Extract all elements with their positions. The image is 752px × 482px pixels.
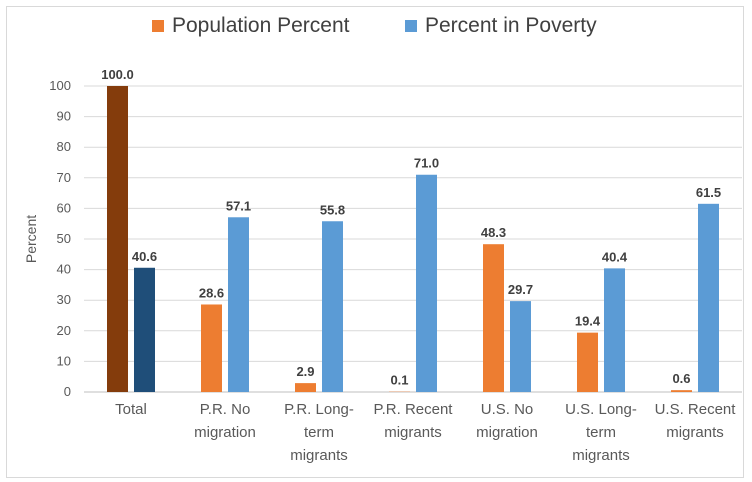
bar-percent-in-poverty [510, 301, 531, 392]
bar-percent-in-poverty [698, 203, 719, 392]
data-label-population-percent: 0.6 [672, 371, 690, 386]
data-label-percent-in-poverty: 40.4 [602, 249, 628, 264]
bar-population-percent [671, 390, 692, 392]
y-axis-title: Percent [23, 215, 39, 263]
bar-population-percent [295, 383, 316, 392]
bar-percent-in-poverty [134, 267, 155, 392]
data-label-percent-in-poverty: 71.0 [414, 156, 439, 171]
y-tick-label: 70 [57, 170, 71, 185]
legend-item-population-percent: Population Percent [152, 8, 349, 44]
data-label-population-percent: 0.1 [390, 373, 408, 388]
x-tick-label: Total [115, 401, 147, 418]
data-label-population-percent: 100.0 [101, 67, 134, 82]
y-tick-label: 0 [64, 384, 71, 399]
legend-item-percent-in-poverty: Percent in Poverty [405, 8, 597, 44]
y-tick-label: 20 [57, 323, 71, 338]
x-tick-label: P.R. Long-term migrants [284, 401, 354, 464]
y-tick-label: 90 [57, 109, 71, 124]
legend-label-population-percent: Population Percent [172, 14, 350, 37]
y-tick-label: 60 [57, 200, 71, 215]
bar-percent-in-poverty [416, 174, 437, 392]
y-tick-label: 80 [57, 139, 71, 154]
bar-percent-in-poverty [322, 221, 343, 392]
legend-label-percent-in-poverty: Percent in Poverty [425, 14, 597, 37]
x-tick-label: P.R. No migration [194, 401, 256, 441]
data-label-percent-in-poverty: 40.6 [132, 249, 157, 264]
y-tick-label: 30 [57, 292, 71, 307]
x-tick-label: U.S. Long-term migrants [565, 401, 637, 464]
x-tick-label: U.S. No migration [476, 401, 538, 441]
legend-swatch-percent-in-poverty [405, 20, 417, 32]
data-label-percent-in-poverty: 61.5 [696, 185, 721, 200]
bar-percent-in-poverty [228, 217, 249, 392]
data-label-population-percent: 19.4 [575, 314, 601, 329]
bar-population-percent [483, 244, 504, 392]
bar-percent-in-poverty [604, 268, 625, 392]
legend: Population Percent Percent in Poverty [0, 8, 752, 44]
chart-frame [6, 6, 744, 478]
data-label-population-percent: 2.9 [296, 364, 314, 379]
bar-population-percent [201, 304, 222, 392]
x-tick-label: U.S. Recent migrants [655, 401, 737, 441]
bar-population-percent [107, 86, 128, 392]
data-label-population-percent: 28.6 [199, 285, 224, 300]
x-tick-label: P.R. Recent migrants [374, 401, 454, 441]
y-tick-label: 100 [49, 78, 71, 93]
data-label-percent-in-poverty: 57.1 [226, 198, 251, 213]
y-tick-label: 10 [57, 353, 71, 368]
y-tick-label: 40 [57, 262, 71, 277]
y-tick-label: 50 [57, 231, 71, 246]
data-label-population-percent: 48.3 [481, 225, 506, 240]
data-label-percent-in-poverty: 29.7 [508, 282, 533, 297]
bar-population-percent [577, 332, 598, 392]
data-label-percent-in-poverty: 55.8 [320, 202, 345, 217]
legend-swatch-population-percent [152, 20, 164, 32]
